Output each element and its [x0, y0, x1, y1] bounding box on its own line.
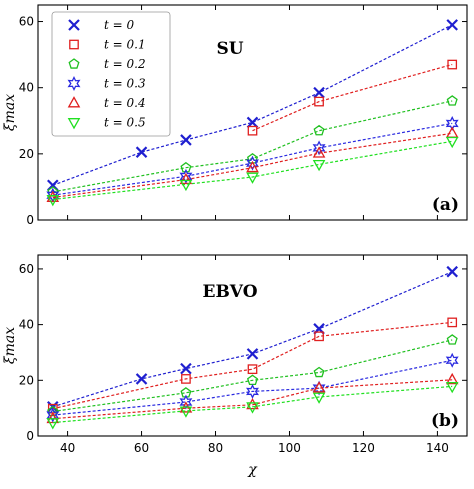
data-point	[181, 374, 191, 384]
y-tick-label: 0	[26, 429, 34, 443]
data-point	[180, 134, 192, 146]
series-line	[52, 385, 453, 424]
series-line	[52, 379, 453, 420]
series-line	[52, 100, 453, 193]
y-tick-label: 20	[19, 373, 34, 387]
data-point	[246, 397, 259, 410]
data-point	[313, 86, 325, 99]
legend-entry: t = 0	[104, 18, 135, 32]
data-point	[246, 160, 259, 173]
data-point	[179, 394, 193, 410]
data-point	[46, 407, 60, 423]
data-point	[246, 402, 259, 414]
plot-frame	[37, 4, 468, 221]
x-tick-label: 40	[60, 441, 75, 455]
legend-marker	[67, 96, 81, 108]
series-line	[52, 140, 453, 201]
panel-ebvo: 40 60 80 100 120 140 0 20 40 60 ξmax EBVO (b) χ	[2, 254, 468, 478]
legend-marker	[69, 39, 79, 50]
data-point	[247, 125, 258, 136]
legend-marker	[67, 118, 81, 130]
series-line	[52, 339, 453, 413]
data-point	[312, 146, 326, 158]
panel-title: SU	[216, 39, 243, 59]
data-point	[445, 136, 459, 149]
data-point	[46, 411, 60, 424]
y-axis-label: ξmax	[2, 94, 18, 131]
data-point	[312, 140, 326, 156]
data-point	[135, 373, 148, 385]
data-point	[445, 372, 459, 385]
data-point	[135, 146, 148, 158]
data-point	[246, 348, 259, 360]
data-point	[313, 366, 325, 378]
legend-entry: t = 0.2	[104, 57, 146, 71]
data-point	[46, 195, 60, 207]
data-point	[447, 59, 458, 70]
legend-entry: t = 0.3	[104, 77, 146, 91]
data-point	[446, 265, 458, 278]
series-line	[252, 63, 453, 132]
data-point	[246, 383, 259, 399]
data-point	[446, 95, 458, 106]
legend-box	[51, 11, 171, 137]
legend: t = 0 t = 0.1 t = 0.2 t = 0.3 t = 0.4 t = 0.5	[51, 11, 171, 137]
x-tick-label: 60	[134, 441, 149, 455]
data-point	[312, 380, 326, 396]
data-point	[47, 405, 59, 417]
x-tick-label: 100	[278, 441, 301, 455]
data-point	[179, 172, 193, 185]
data-point	[314, 331, 324, 342]
y-axis-label: ξmax	[2, 327, 18, 364]
data-point	[446, 19, 458, 31]
data-point	[312, 392, 326, 404]
data-point	[180, 362, 192, 375]
data-point	[247, 364, 258, 375]
legend-marker	[67, 76, 81, 91]
data-point	[46, 190, 60, 202]
x-axis-label: χ	[247, 462, 258, 478]
plot-frame	[37, 254, 468, 437]
y-tick-label: 40	[19, 81, 34, 95]
panel-tag: (a)	[432, 195, 459, 215]
panel-title: EBVO	[202, 282, 257, 302]
y-tick-label: 0	[26, 213, 34, 227]
data-point	[246, 116, 259, 129]
legend-entry: t = 0.4	[104, 96, 146, 110]
series-line	[52, 321, 453, 410]
y-tick-label: 60	[19, 262, 34, 276]
series-line	[52, 24, 453, 186]
series-line	[52, 271, 453, 408]
legend-marker	[68, 19, 80, 31]
data-point	[312, 381, 326, 393]
x-tick-label: 140	[426, 441, 449, 455]
data-point	[447, 317, 458, 328]
data-point	[314, 96, 324, 107]
data-point	[445, 381, 459, 394]
data-point	[446, 334, 458, 345]
legend-marker	[68, 58, 80, 69]
legend-entry: t = 0.5	[104, 116, 146, 130]
series-line	[52, 132, 453, 199]
data-point	[445, 115, 459, 131]
data-point	[179, 179, 193, 192]
series-line	[52, 359, 453, 416]
y-tick-label: 20	[19, 147, 34, 161]
y-tick-label: 40	[19, 318, 34, 332]
data-point	[312, 159, 326, 172]
x-tick-label: 80	[208, 441, 223, 455]
data-point	[179, 168, 193, 184]
legend-entry: t = 0.1	[104, 38, 146, 52]
x-tick-label: 120	[352, 441, 375, 455]
data-point	[313, 124, 325, 136]
data-point	[46, 418, 60, 430]
data-point	[246, 155, 259, 171]
panel-tag: (b)	[431, 411, 459, 431]
data-point	[246, 172, 259, 184]
y-tick-label: 60	[19, 15, 34, 29]
data-point	[445, 352, 459, 368]
data-point	[179, 406, 193, 418]
